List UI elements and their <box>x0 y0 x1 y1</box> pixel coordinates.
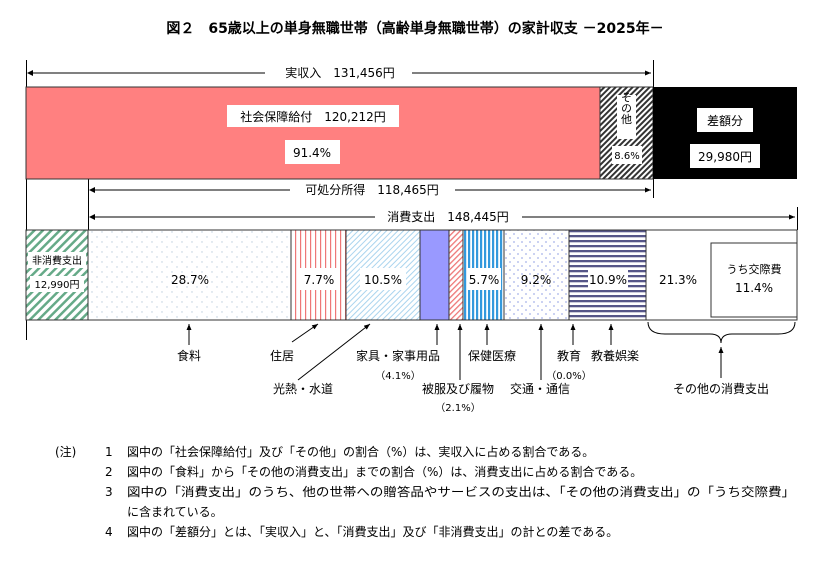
label-food: 食料 <box>177 348 201 363</box>
utilities-pct: 10.5% <box>364 273 402 287</box>
note-text: 図中の「食料」から「その他の消費支出」までの割合（%）は、消費支出に占める割合で… <box>127 464 642 479</box>
non-consumption-value: 12,990円 <box>35 280 80 291</box>
health-pct: 5.7% <box>469 273 500 287</box>
note-text: 図中の「社会保障給付」及び「その他」の割合（%）は、実収入に占める割合である。 <box>127 444 594 459</box>
notes-prefix: (注) <box>55 444 76 459</box>
housing-pct: 7.7% <box>304 273 335 287</box>
social-security-pct: 91.4% <box>293 146 331 160</box>
social-expense-label: うち交際費 <box>727 262 782 276</box>
label-clothing: 被服及び履物 <box>422 382 494 396</box>
other-income-label: その他 <box>620 92 633 125</box>
transport-segment <box>503 229 570 321</box>
consumption-label: 消費支出 148,445円 <box>387 209 509 224</box>
other-consumption-pct: 21.3% <box>659 273 697 287</box>
chart-title: 図２ 65歳以上の単身無職世帯（高齢単身無職世帯）の家計収支 －2025年－ <box>166 20 663 37</box>
note-text: に含まれている。 <box>127 504 223 519</box>
notes: (注) 1 図中の「社会保障給付」及び「その他」の割合（%）は、実収入に占める割… <box>55 444 795 539</box>
note-number: 1 <box>105 445 113 459</box>
social-expense-box <box>710 242 798 318</box>
label-clothing-pct: （2.1%） <box>435 402 480 414</box>
note-number: 2 <box>105 465 113 479</box>
pointer-arrows <box>186 323 724 381</box>
label-housing: 住居 <box>270 349 294 363</box>
income-arrow: 実収入 131,456円 <box>27 65 651 80</box>
disposable-income-label: 可処分所得 118,465円 <box>305 182 439 197</box>
label-recreation: 教養娯楽 <box>591 348 639 363</box>
furniture-segment <box>419 229 450 321</box>
social-security-label: 社会保障給付 120,212円 <box>240 109 386 124</box>
other-income-pct: 8.6% <box>614 151 639 162</box>
note-text: 図中の「差額分」とは、「実収入」と、「消費支出」及び「非消費支出」の計との差であ… <box>127 524 618 539</box>
income-total-label: 実収入 131,456円 <box>285 65 395 80</box>
food-pct: 28.7% <box>171 273 209 287</box>
label-health: 保健医療 <box>468 349 516 363</box>
transport-pct: 9.2% <box>521 273 552 287</box>
consumption-arrow: 消費支出 148,445円 <box>89 209 795 224</box>
deficit-label: 差額分 <box>707 114 743 128</box>
clothing-segment <box>448 229 464 321</box>
label-furniture-pct: （4.1%） <box>375 370 420 382</box>
label-education-pct: （0.0%） <box>546 370 591 382</box>
deficit-value: 29,980円 <box>698 150 752 164</box>
label-furniture: 家具・家事用品 <box>356 348 440 363</box>
non-consumption-label: 非消費支出 <box>32 254 82 267</box>
non-consumption-segment <box>25 229 89 321</box>
income-bar: 社会保障給付 120,212円 91.4% その他 8.6% 差額分 29,98… <box>25 86 797 180</box>
label-transport: 交通・通信 <box>510 381 570 396</box>
label-other-consumption: その他の消費支出 <box>673 381 769 396</box>
note-number: 4 <box>105 525 113 539</box>
label-education: 教育 <box>557 348 581 363</box>
brace <box>647 321 796 344</box>
recreation-pct: 10.9% <box>589 273 627 287</box>
note-text: 図中の「消費支出」のうち、他の世帯への贈答品やサービスの支出は、「その他の消費支… <box>127 484 795 499</box>
note-number: 3 <box>105 485 113 499</box>
category-labels: 食料 住居 光熱・水道 家具・家事用品 （4.1%） 被服及び履物 （2.1%）… <box>177 348 769 414</box>
label-utilities: 光熱・水道 <box>273 382 333 396</box>
disposable-income-arrow: 可処分所得 118,465円 <box>89 182 651 197</box>
social-expense-pct: 11.4% <box>735 281 773 295</box>
social-security-segment <box>25 86 601 180</box>
food-segment <box>87 229 292 321</box>
